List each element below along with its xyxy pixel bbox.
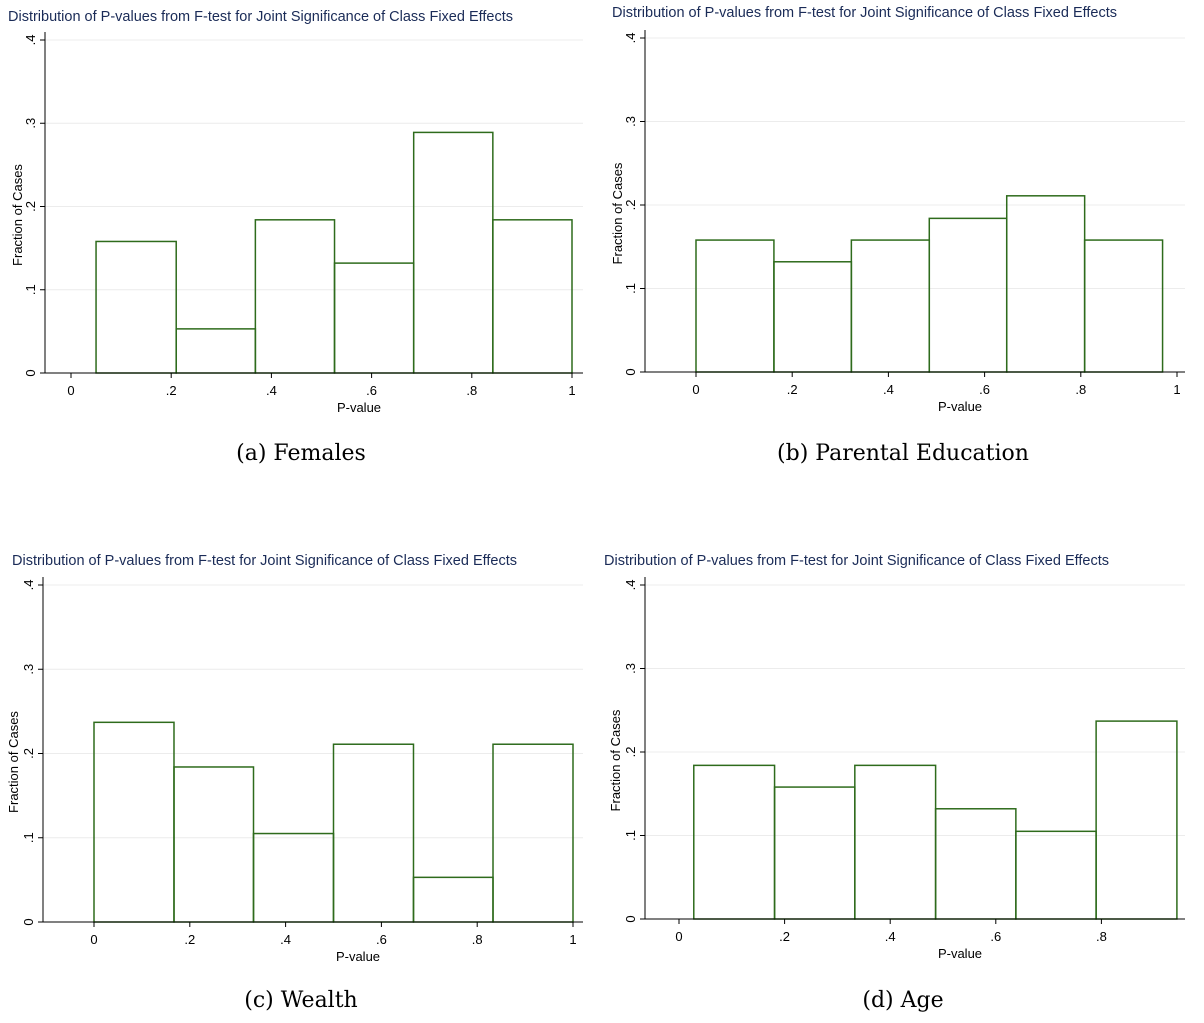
y-tick-label: .2	[23, 201, 38, 212]
histogram-bar	[773, 261, 853, 373]
y-tick-label: .3	[21, 664, 36, 675]
x-tick-label: .2	[166, 383, 177, 398]
x-axis-label: P-value	[336, 949, 380, 964]
y-axis-label: Fraction of Cases	[608, 709, 623, 811]
y-tick-label: .4	[21, 580, 36, 591]
panel-parental-education: Distribution of P-values from F-test for…	[602, 0, 1204, 520]
y-tick-label: .3	[623, 663, 638, 674]
x-tick-label: .8	[1075, 382, 1086, 397]
y-tick-label: .1	[23, 284, 38, 295]
chart-females: Distribution of P-values from F-test for…	[8, 9, 583, 415]
chart-parental-education: Distribution of P-values from F-test for…	[610, 5, 1185, 414]
panel-age: Distribution of P-values from F-test for…	[602, 548, 1204, 1023]
x-tick-label: .4	[885, 929, 896, 944]
histogram-bar	[1083, 239, 1164, 373]
y-tick-label: .4	[623, 580, 638, 591]
histogram-bar	[93, 721, 175, 923]
y-tick-label: 0	[623, 368, 638, 375]
y-tick-label: .2	[21, 748, 36, 759]
x-tick-label: 1	[1173, 382, 1180, 397]
histogram-bar	[492, 743, 574, 923]
x-tick-label: .4	[280, 932, 291, 947]
histogram-bar	[934, 808, 1017, 920]
histogram-bar	[854, 764, 937, 920]
histogram-bar	[1095, 720, 1178, 920]
histogram-bar	[175, 328, 257, 374]
y-tick-label: .2	[623, 747, 638, 758]
histogram-bar	[850, 239, 931, 373]
histogram-bar	[695, 239, 775, 373]
chart-age: Distribution of P-values from F-test for…	[604, 553, 1185, 961]
x-tick-label: .2	[779, 929, 790, 944]
histogram-bar	[95, 240, 177, 374]
x-tick-label: .6	[990, 929, 1001, 944]
histogram-bar	[173, 766, 255, 923]
x-tick-label: .6	[979, 382, 990, 397]
histogram-bar	[1015, 830, 1097, 920]
y-tick-label: 0	[21, 918, 36, 925]
caption-parental-education: (b) Parental Education	[777, 441, 1029, 466]
x-axis-label: P-value	[938, 399, 982, 414]
x-tick-label: .6	[376, 932, 387, 947]
x-tick-label: 0	[675, 929, 682, 944]
x-tick-label: .8	[466, 383, 477, 398]
histogram-bar	[254, 219, 336, 374]
chart-wealth: Distribution of P-values from F-test for…	[6, 553, 583, 964]
x-axis-label: P-value	[938, 946, 982, 961]
histogram-bar	[928, 217, 1008, 373]
x-tick-label: 1	[568, 383, 575, 398]
y-tick-label: 0	[23, 369, 38, 376]
x-tick-label: .8	[472, 932, 483, 947]
x-tick-label: 0	[67, 383, 74, 398]
y-tick-label: .1	[623, 830, 638, 841]
y-tick-label: .4	[23, 35, 38, 46]
histogram-bar	[773, 786, 856, 920]
x-tick-label: .4	[883, 382, 894, 397]
histogram-bar	[412, 876, 494, 923]
chart-title: Distribution of P-values from F-test for…	[604, 553, 1109, 569]
y-tick-label: .1	[21, 832, 36, 843]
panel-wealth: Distribution of P-values from F-test for…	[0, 548, 602, 1023]
chart-title: Distribution of P-values from F-test for…	[8, 9, 513, 25]
histogram-bar	[333, 262, 415, 374]
histogram-bar	[693, 764, 776, 920]
histogram-bar	[412, 131, 494, 374]
histogram-bar	[252, 832, 335, 923]
histogram-bar	[1005, 195, 1086, 373]
x-tick-label: .2	[787, 382, 798, 397]
caption-age: (d) Age	[862, 988, 944, 1013]
y-axis-label: Fraction of Cases	[10, 164, 25, 266]
x-tick-label: .4	[266, 383, 277, 398]
y-tick-label: .3	[623, 116, 638, 127]
y-tick-label: .2	[623, 200, 638, 211]
x-tick-label: .8	[1096, 929, 1107, 944]
y-axis-label: Fraction of Cases	[6, 711, 21, 813]
x-tick-label: 1	[569, 932, 576, 947]
caption-wealth: (c) Wealth	[244, 988, 358, 1013]
histogram-bar	[492, 219, 573, 374]
y-tick-label: .1	[623, 283, 638, 294]
y-tick-label: .4	[623, 33, 638, 44]
x-tick-label: 0	[692, 382, 699, 397]
y-tick-label: .3	[23, 118, 38, 129]
x-axis-label: P-value	[337, 400, 381, 415]
x-tick-label: .6	[366, 383, 377, 398]
x-tick-label: 0	[90, 932, 97, 947]
x-tick-label: .2	[184, 932, 195, 947]
caption-females: (a) Females	[236, 441, 366, 466]
histogram-bar	[332, 743, 415, 923]
chart-title: Distribution of P-values from F-test for…	[612, 5, 1117, 21]
chart-title: Distribution of P-values from F-test for…	[12, 553, 517, 569]
y-tick-label: 0	[623, 915, 638, 922]
y-axis-label: Fraction of Cases	[610, 162, 625, 264]
panel-females: Distribution of P-values from F-test for…	[0, 0, 602, 520]
